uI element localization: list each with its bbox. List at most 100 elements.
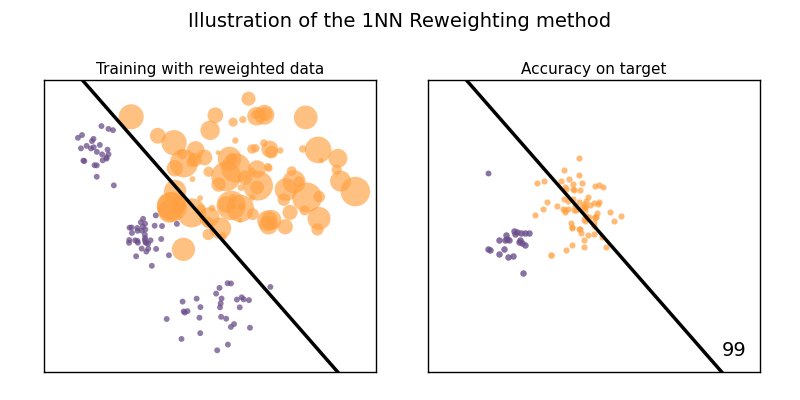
Point bbox=[131, 240, 144, 246]
Point bbox=[545, 252, 558, 258]
Point bbox=[234, 184, 247, 191]
Point bbox=[130, 253, 142, 260]
Point bbox=[100, 156, 113, 162]
Point bbox=[228, 321, 241, 327]
Point bbox=[214, 225, 226, 232]
Point bbox=[203, 214, 216, 220]
Point bbox=[204, 127, 217, 134]
Point bbox=[230, 165, 242, 171]
Point bbox=[102, 126, 115, 132]
Point bbox=[311, 226, 324, 233]
Point bbox=[131, 238, 144, 244]
Point bbox=[529, 211, 542, 218]
Point bbox=[493, 236, 506, 243]
Point bbox=[162, 252, 175, 258]
Point bbox=[262, 164, 274, 170]
Point bbox=[252, 182, 265, 189]
Point bbox=[263, 146, 276, 152]
Point bbox=[580, 198, 593, 204]
Point bbox=[137, 216, 150, 222]
Text: 99: 99 bbox=[722, 341, 746, 360]
Point bbox=[565, 220, 578, 226]
Point bbox=[129, 237, 142, 244]
Point bbox=[138, 235, 151, 241]
Point bbox=[175, 336, 188, 342]
Point bbox=[558, 195, 571, 202]
Point bbox=[250, 111, 262, 118]
Point bbox=[213, 285, 226, 291]
Point bbox=[71, 134, 84, 141]
Point bbox=[265, 217, 278, 223]
Point bbox=[122, 240, 135, 246]
Point bbox=[189, 157, 202, 163]
Point bbox=[314, 158, 327, 164]
Point bbox=[243, 324, 256, 331]
Point bbox=[77, 158, 90, 164]
Point bbox=[331, 155, 344, 162]
Point bbox=[510, 229, 523, 236]
Point bbox=[235, 203, 248, 210]
Point bbox=[299, 114, 312, 121]
Point bbox=[234, 205, 246, 212]
Point bbox=[211, 347, 224, 354]
Point bbox=[246, 194, 258, 201]
Point bbox=[561, 206, 574, 212]
Point bbox=[139, 226, 152, 233]
Point bbox=[225, 324, 238, 330]
Point bbox=[80, 143, 93, 149]
Point bbox=[593, 199, 606, 205]
Point bbox=[498, 237, 511, 244]
Point bbox=[181, 308, 194, 314]
Point bbox=[493, 251, 506, 257]
Point bbox=[246, 168, 259, 174]
Point bbox=[212, 181, 225, 188]
Point bbox=[264, 220, 277, 226]
Point bbox=[242, 96, 255, 102]
Point bbox=[572, 155, 585, 162]
Point bbox=[202, 219, 214, 226]
Point bbox=[126, 230, 138, 236]
Point bbox=[530, 180, 543, 186]
Point bbox=[101, 146, 114, 153]
Point bbox=[536, 206, 549, 212]
Point bbox=[235, 294, 248, 300]
Point bbox=[330, 166, 343, 173]
Point bbox=[217, 233, 230, 240]
Point bbox=[90, 162, 103, 168]
Point bbox=[169, 165, 182, 172]
Point bbox=[566, 224, 578, 230]
Point bbox=[209, 112, 222, 118]
Point bbox=[135, 228, 148, 234]
Point bbox=[139, 239, 152, 246]
Point bbox=[168, 140, 181, 146]
Point bbox=[220, 316, 233, 322]
Point bbox=[513, 239, 526, 246]
Point bbox=[74, 145, 87, 152]
Point bbox=[590, 214, 602, 220]
Point bbox=[576, 180, 589, 186]
Point bbox=[484, 247, 497, 254]
Point bbox=[523, 230, 536, 236]
Point bbox=[574, 187, 586, 194]
Point bbox=[578, 237, 590, 243]
Point bbox=[178, 308, 190, 315]
Point bbox=[588, 231, 601, 237]
Point bbox=[349, 188, 362, 195]
Point bbox=[566, 242, 578, 248]
Point bbox=[593, 182, 606, 188]
Point bbox=[96, 151, 109, 158]
Point bbox=[220, 173, 233, 180]
Point bbox=[138, 232, 151, 238]
Point bbox=[222, 341, 234, 348]
Point bbox=[194, 206, 207, 212]
Point bbox=[227, 203, 240, 210]
Point bbox=[578, 216, 590, 222]
Point bbox=[541, 199, 554, 205]
Point bbox=[567, 207, 580, 214]
Point bbox=[177, 246, 190, 252]
Point bbox=[568, 187, 581, 193]
Point bbox=[562, 197, 574, 204]
Point bbox=[569, 203, 582, 210]
Point bbox=[226, 156, 238, 162]
Point bbox=[160, 316, 173, 322]
